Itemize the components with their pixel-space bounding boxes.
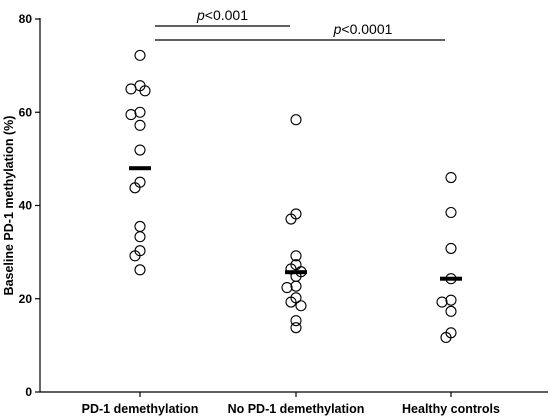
data-point [125, 83, 137, 95]
data-point [290, 322, 302, 334]
y-tick-label: 40 [19, 199, 33, 213]
data-point [134, 231, 146, 243]
data-point [290, 250, 302, 262]
data-point [445, 242, 457, 254]
x-axis: PD-1 demethylation No PD-1 demethylation H… [40, 391, 548, 416]
data-point [281, 282, 293, 294]
median-bar [285, 270, 307, 275]
data-point [440, 331, 452, 343]
y-axis: 0 20 40 60 80 [19, 12, 41, 399]
data-point [134, 264, 146, 276]
data-point [139, 85, 151, 97]
data-point [445, 206, 457, 219]
data-point [134, 119, 146, 131]
data-point [134, 49, 146, 61]
data-point [125, 109, 137, 121]
data-point [436, 296, 448, 308]
x-tick-label: No PD-1 demethylation [228, 402, 365, 416]
data-point [290, 114, 302, 126]
data-point [134, 106, 146, 118]
y-axis-label: Baseline PD-1 methylation (%) [2, 116, 16, 296]
y-tick-label: 80 [19, 12, 33, 26]
data-point [134, 220, 146, 233]
y-tick-label: 60 [19, 105, 33, 119]
significance-brackets: p<0.001 p<0.0001 [155, 7, 445, 41]
data-point [134, 144, 146, 156]
y-tick-label: 0 [25, 385, 32, 399]
data-point [295, 300, 307, 312]
data-points [125, 49, 457, 343]
data-point [290, 315, 302, 327]
data-point [129, 250, 141, 262]
median-bars [129, 166, 462, 281]
x-tick-label: PD-1 demethylation [82, 402, 199, 416]
p-value-label: p<0.0001 [333, 21, 393, 37]
data-point [290, 280, 302, 292]
data-point [445, 171, 457, 184]
data-point [285, 213, 297, 225]
data-point [445, 305, 457, 317]
x-tick-label: Healthy controls [402, 402, 500, 416]
data-point [285, 296, 297, 308]
median-bar [129, 166, 151, 171]
data-point [129, 182, 141, 194]
median-bar [440, 276, 462, 281]
p-value-label: p<0.001 [196, 7, 248, 23]
y-tick-label: 20 [19, 292, 33, 306]
data-point [445, 294, 457, 306]
